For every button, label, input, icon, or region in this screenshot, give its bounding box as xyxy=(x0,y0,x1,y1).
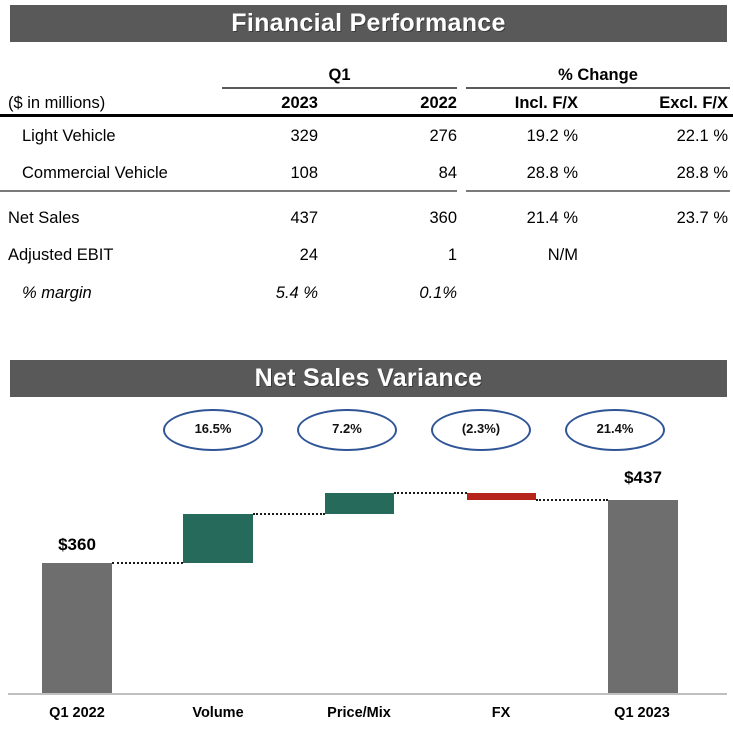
row-value-2023: 329 xyxy=(290,127,318,145)
connector-fx-q12023 xyxy=(536,499,608,501)
waterfall-bar-volume xyxy=(183,514,253,563)
connector-pricemix-fx xyxy=(394,492,467,494)
connector-q12022-volume xyxy=(112,562,183,564)
subtotal-rule-left xyxy=(0,190,457,192)
row-label: Commercial Vehicle xyxy=(22,164,168,182)
group-header-q1: Q1 xyxy=(328,66,351,84)
percent-bubble-volume: 16.5% xyxy=(163,409,263,451)
col-header-incl-fx: Incl. F/X xyxy=(514,94,578,112)
percent-bubble-price-mix: 7.2% xyxy=(297,409,397,451)
col-header-excl-fx: Excl. F/X xyxy=(659,94,728,112)
row-value-excl-fx: 22.1 % xyxy=(676,127,728,145)
row-value-incl-fx: 28.8 % xyxy=(526,164,578,182)
table-column-header-row: ($ in millions) 2023 2022 Incl. F/X Excl… xyxy=(0,88,733,118)
row-value-2022: 276 xyxy=(429,127,457,145)
category-label-q1-2022: Q1 2022 xyxy=(49,705,105,721)
row-value-2022: 84 xyxy=(438,164,457,182)
row-value-2022: 0.1% xyxy=(419,284,457,302)
percent-bubble-total: 21.4% xyxy=(565,409,665,451)
row-value-2023: 5.4 % xyxy=(275,284,318,302)
category-label-volume: Volume xyxy=(192,705,244,721)
row-value-excl-fx xyxy=(578,240,728,270)
row-value-2022: 360 xyxy=(429,209,457,227)
unit-label: ($ in millions) xyxy=(8,94,106,112)
waterfall-bar-fx xyxy=(467,493,536,500)
start-value-label: $360 xyxy=(58,535,96,554)
row-value-2023: 108 xyxy=(290,164,318,182)
category-label-fx: FX xyxy=(491,705,511,721)
percent-bubble-fx: (2.3%) xyxy=(431,409,531,451)
row-value-2023: 437 xyxy=(290,209,318,227)
q1-group-underline xyxy=(222,87,457,89)
col-header-2022: 2022 xyxy=(420,94,457,112)
pct-change-group-underline xyxy=(466,87,730,89)
table-row: Light Vehicle 329 276 19.2 % 22.1 % xyxy=(0,121,733,151)
row-value-excl-fx xyxy=(578,278,728,308)
row-label: % margin xyxy=(22,284,92,302)
table-row: % margin 5.4 % 0.1% xyxy=(0,278,733,308)
row-label: Light Vehicle xyxy=(22,127,116,145)
subtotal-rule-right xyxy=(466,190,730,192)
row-value-2022: 1 xyxy=(447,246,457,264)
table-row: Commercial Vehicle 108 84 28.8 % 28.8 % xyxy=(0,158,733,188)
row-value-incl-fx xyxy=(457,278,578,308)
row-value-2023: 24 xyxy=(299,246,318,264)
row-label: Adjusted EBIT xyxy=(8,246,114,264)
row-label: Net Sales xyxy=(8,209,80,227)
x-axis-line xyxy=(8,693,727,695)
waterfall-bar-price-mix xyxy=(325,493,394,514)
connector-volume-pricemix xyxy=(253,513,325,515)
row-value-incl-fx: N/M xyxy=(547,246,578,264)
table-row: Adjusted EBIT 24 1 N/M xyxy=(0,240,733,270)
header-divider-rule xyxy=(0,114,733,117)
table-group-header-row: Q1 % Change xyxy=(0,60,733,90)
col-header-2023: 2023 xyxy=(281,94,318,112)
group-header-pct-change: % Change xyxy=(558,66,638,84)
row-value-incl-fx: 19.2 % xyxy=(526,127,578,145)
row-value-excl-fx: 28.8 % xyxy=(676,164,728,182)
net-sales-variance-title: Net Sales Variance xyxy=(10,360,727,397)
waterfall-bar-q1-2022 xyxy=(42,563,112,693)
financial-performance-title: Financial Performance xyxy=(10,5,727,42)
table-row: Net Sales 437 360 21.4 % 23.7 % xyxy=(0,203,733,233)
category-label-price-mix: Price/Mix xyxy=(327,705,391,721)
waterfall-bar-q1-2023 xyxy=(608,500,678,693)
row-value-incl-fx: 21.4 % xyxy=(526,209,578,227)
end-value-label: $437 xyxy=(624,468,662,487)
row-value-excl-fx: 23.7 % xyxy=(676,209,728,227)
category-label-q1-2023: Q1 2023 xyxy=(614,705,670,721)
